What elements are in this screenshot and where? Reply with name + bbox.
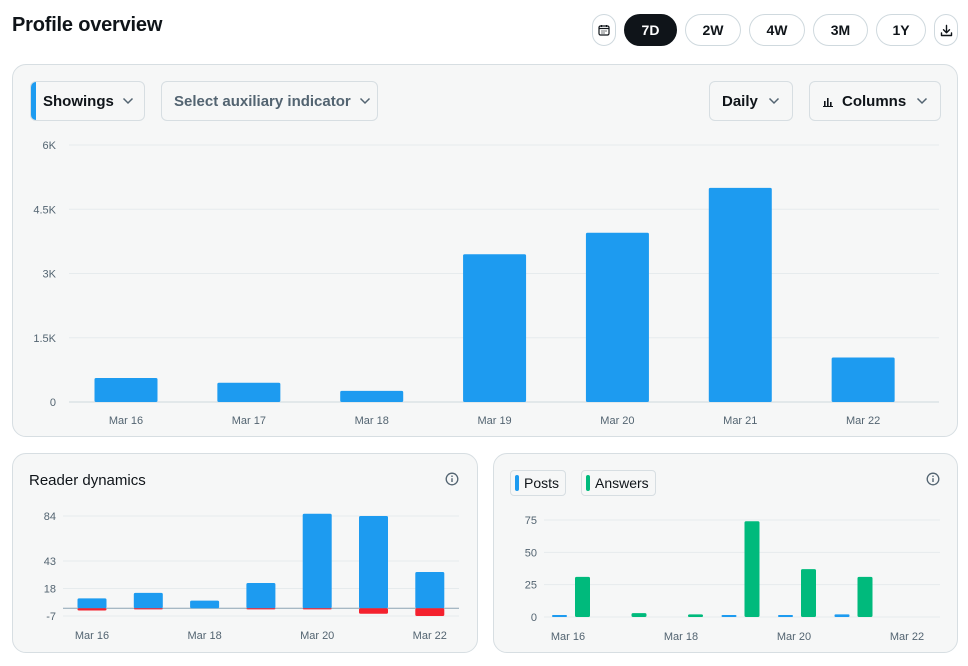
bar-lost xyxy=(133,608,163,610)
chevron-down-icon xyxy=(916,97,928,105)
bar-answers xyxy=(801,569,816,617)
auxiliary-indicator-label: Select auxiliary indicator xyxy=(174,92,351,110)
range-selector: 7D 2W 4W 3M 1Y xyxy=(592,14,958,46)
y-tick-label: 84 xyxy=(44,511,56,523)
metric-select[interactable]: Showings xyxy=(30,81,145,121)
info-icon[interactable] xyxy=(445,472,459,486)
bar-posts xyxy=(552,615,567,617)
legend-answers[interactable]: Answers xyxy=(581,470,656,496)
y-tick-label: 43 xyxy=(44,556,56,568)
range-2w-button[interactable]: 2W xyxy=(685,14,741,46)
bar-posts xyxy=(721,615,737,617)
x-tick-label: Mar 22 xyxy=(846,415,880,427)
y-tick-label: 25 xyxy=(525,580,537,592)
y-tick-label: 75 xyxy=(525,515,537,527)
bar xyxy=(340,390,404,402)
bar-answers xyxy=(744,521,760,617)
bar-answers xyxy=(857,576,873,617)
download-icon xyxy=(940,24,952,36)
bar xyxy=(708,187,772,402)
bar-answers xyxy=(688,614,703,617)
bar-lost xyxy=(359,608,388,614)
calendar-icon xyxy=(598,25,610,36)
bar-lost xyxy=(415,608,445,616)
y-tick-label: 4.5K xyxy=(33,204,56,216)
chevron-down-icon xyxy=(122,97,134,105)
y-tick-label: 0 xyxy=(531,612,537,624)
x-tick-label: Mar 22 xyxy=(413,630,447,642)
bar-posts xyxy=(778,615,793,617)
showings-card: Showings Select auxiliary indicator Dail… xyxy=(12,64,958,437)
bar-answers xyxy=(575,576,590,617)
bar-chart-icon xyxy=(822,96,834,107)
legend-posts[interactable]: Posts xyxy=(510,470,567,496)
bar-gained xyxy=(302,513,332,609)
x-tick-label: Mar 18 xyxy=(187,630,221,642)
bar-posts xyxy=(834,614,850,617)
bar-gained xyxy=(415,572,445,609)
chart-type-label: Columns xyxy=(842,92,907,110)
auxiliary-indicator-select[interactable]: Select auxiliary indicator xyxy=(161,81,378,121)
metric-select-label: Showings xyxy=(43,92,114,110)
y-tick-label: 1.5K xyxy=(33,333,56,345)
legend-posts-label: Posts xyxy=(524,475,560,491)
x-tick-label: Mar 20 xyxy=(777,631,811,643)
x-tick-label: Mar 22 xyxy=(890,631,924,643)
bar xyxy=(831,357,895,402)
chevron-down-icon xyxy=(359,97,371,105)
range-1y-button[interactable]: 1Y xyxy=(876,14,926,46)
bar-lost xyxy=(302,608,332,610)
x-tick-label: Mar 16 xyxy=(551,631,585,643)
bar xyxy=(94,378,158,402)
chart-type-select[interactable]: Columns xyxy=(809,81,941,121)
page-title: Profile overview xyxy=(12,14,163,36)
y-tick-label: 50 xyxy=(525,547,537,559)
y-tick-label: 6K xyxy=(43,140,57,152)
y-tick-label: 3K xyxy=(43,269,57,281)
bar xyxy=(585,232,649,402)
range-4w-button[interactable]: 4W xyxy=(749,14,805,46)
x-tick-label: Mar 21 xyxy=(723,415,757,427)
info-icon[interactable] xyxy=(926,472,940,486)
x-tick-label: Mar 19 xyxy=(477,415,511,427)
y-tick-label: 18 xyxy=(44,584,56,596)
calendar-button[interactable] xyxy=(592,14,616,46)
posts-swatch xyxy=(515,475,519,491)
chevron-down-icon xyxy=(768,97,780,105)
bar-lost xyxy=(77,608,107,611)
y-tick-label: -7 xyxy=(46,611,56,623)
bar-gained xyxy=(246,583,276,609)
reader-dynamics-chart: -7 18 43 84 Mar 16 Mar 18 Mar 20 Mar 22 xyxy=(44,511,459,642)
y-tick-label: 0 xyxy=(50,397,56,409)
granularity-select[interactable]: Daily xyxy=(709,81,793,121)
bar xyxy=(463,254,527,402)
answers-swatch xyxy=(586,475,590,491)
bar-gained xyxy=(133,592,163,609)
range-7d-button[interactable]: 7D xyxy=(624,14,677,46)
bar-answers xyxy=(631,613,647,617)
reader-dynamics-title: Reader dynamics xyxy=(29,472,146,489)
bar-gained xyxy=(77,598,107,609)
bar xyxy=(217,382,281,402)
bar-gained xyxy=(359,516,388,609)
metric-accent xyxy=(31,82,36,120)
posts-answers-card: Posts Answers 0 25 50 75 Mar 16 Mar 18 Mar 20 M… xyxy=(493,453,958,653)
posts-answers-chart: 0 25 50 75 Mar 16 Mar 18 Mar 20 Mar 22 xyxy=(525,515,940,643)
granularity-label: Daily xyxy=(722,92,758,110)
legend-answers-label: Answers xyxy=(595,475,649,491)
reader-dynamics-card: Reader dynamics -7 18 43 84 Mar 16 Mar 18 Mar … xyxy=(12,453,478,653)
showings-chart: 0 1.5K 3K 4.5K 6K Mar 16 Mar 17 Mar 18 Mar 19 Mar… xyxy=(33,140,939,427)
x-tick-label: Mar 17 xyxy=(232,415,266,427)
download-button[interactable] xyxy=(934,14,958,46)
range-3m-button[interactable]: 3M xyxy=(813,14,868,46)
x-tick-label: Mar 16 xyxy=(75,630,109,642)
x-tick-label: Mar 18 xyxy=(664,631,698,643)
x-tick-label: Mar 18 xyxy=(355,415,389,427)
x-tick-label: Mar 20 xyxy=(300,630,334,642)
x-tick-label: Mar 20 xyxy=(600,415,634,427)
x-tick-label: Mar 16 xyxy=(109,415,143,427)
bar-lost xyxy=(246,608,276,610)
bar-gained xyxy=(190,600,220,609)
